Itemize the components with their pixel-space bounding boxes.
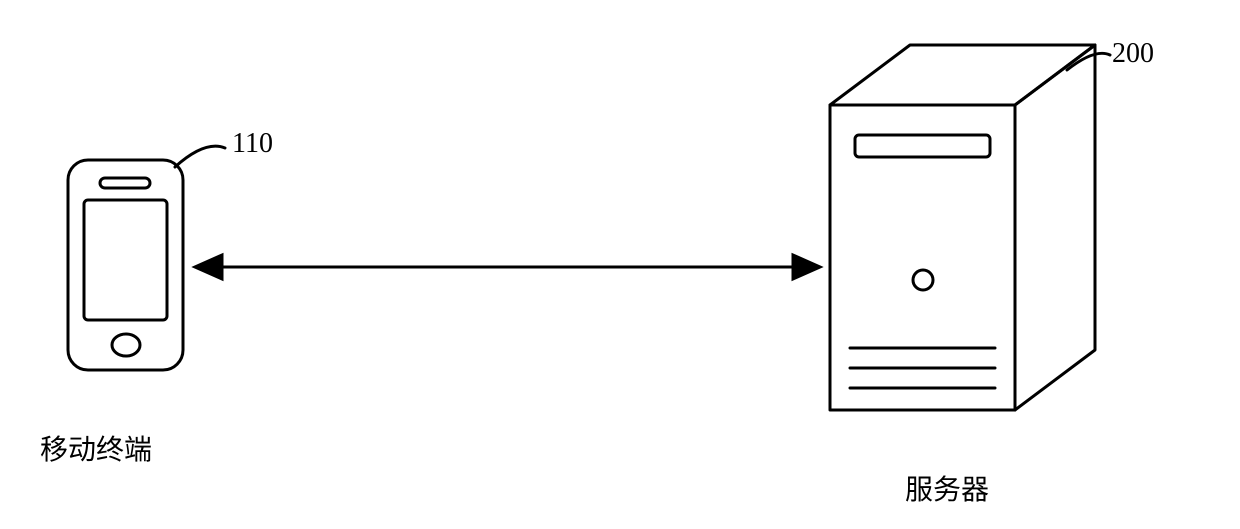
server-label: 服务器	[905, 468, 989, 508]
mobile-terminal-label: 移动终端	[40, 428, 152, 468]
diagram-canvas	[0, 0, 1240, 529]
server-node	[830, 45, 1110, 410]
mobile-terminal-callout: 110	[232, 128, 273, 160]
server-callout: 200	[1112, 38, 1154, 70]
connection-arrow	[195, 255, 820, 279]
mobile-terminal-node	[68, 146, 225, 370]
